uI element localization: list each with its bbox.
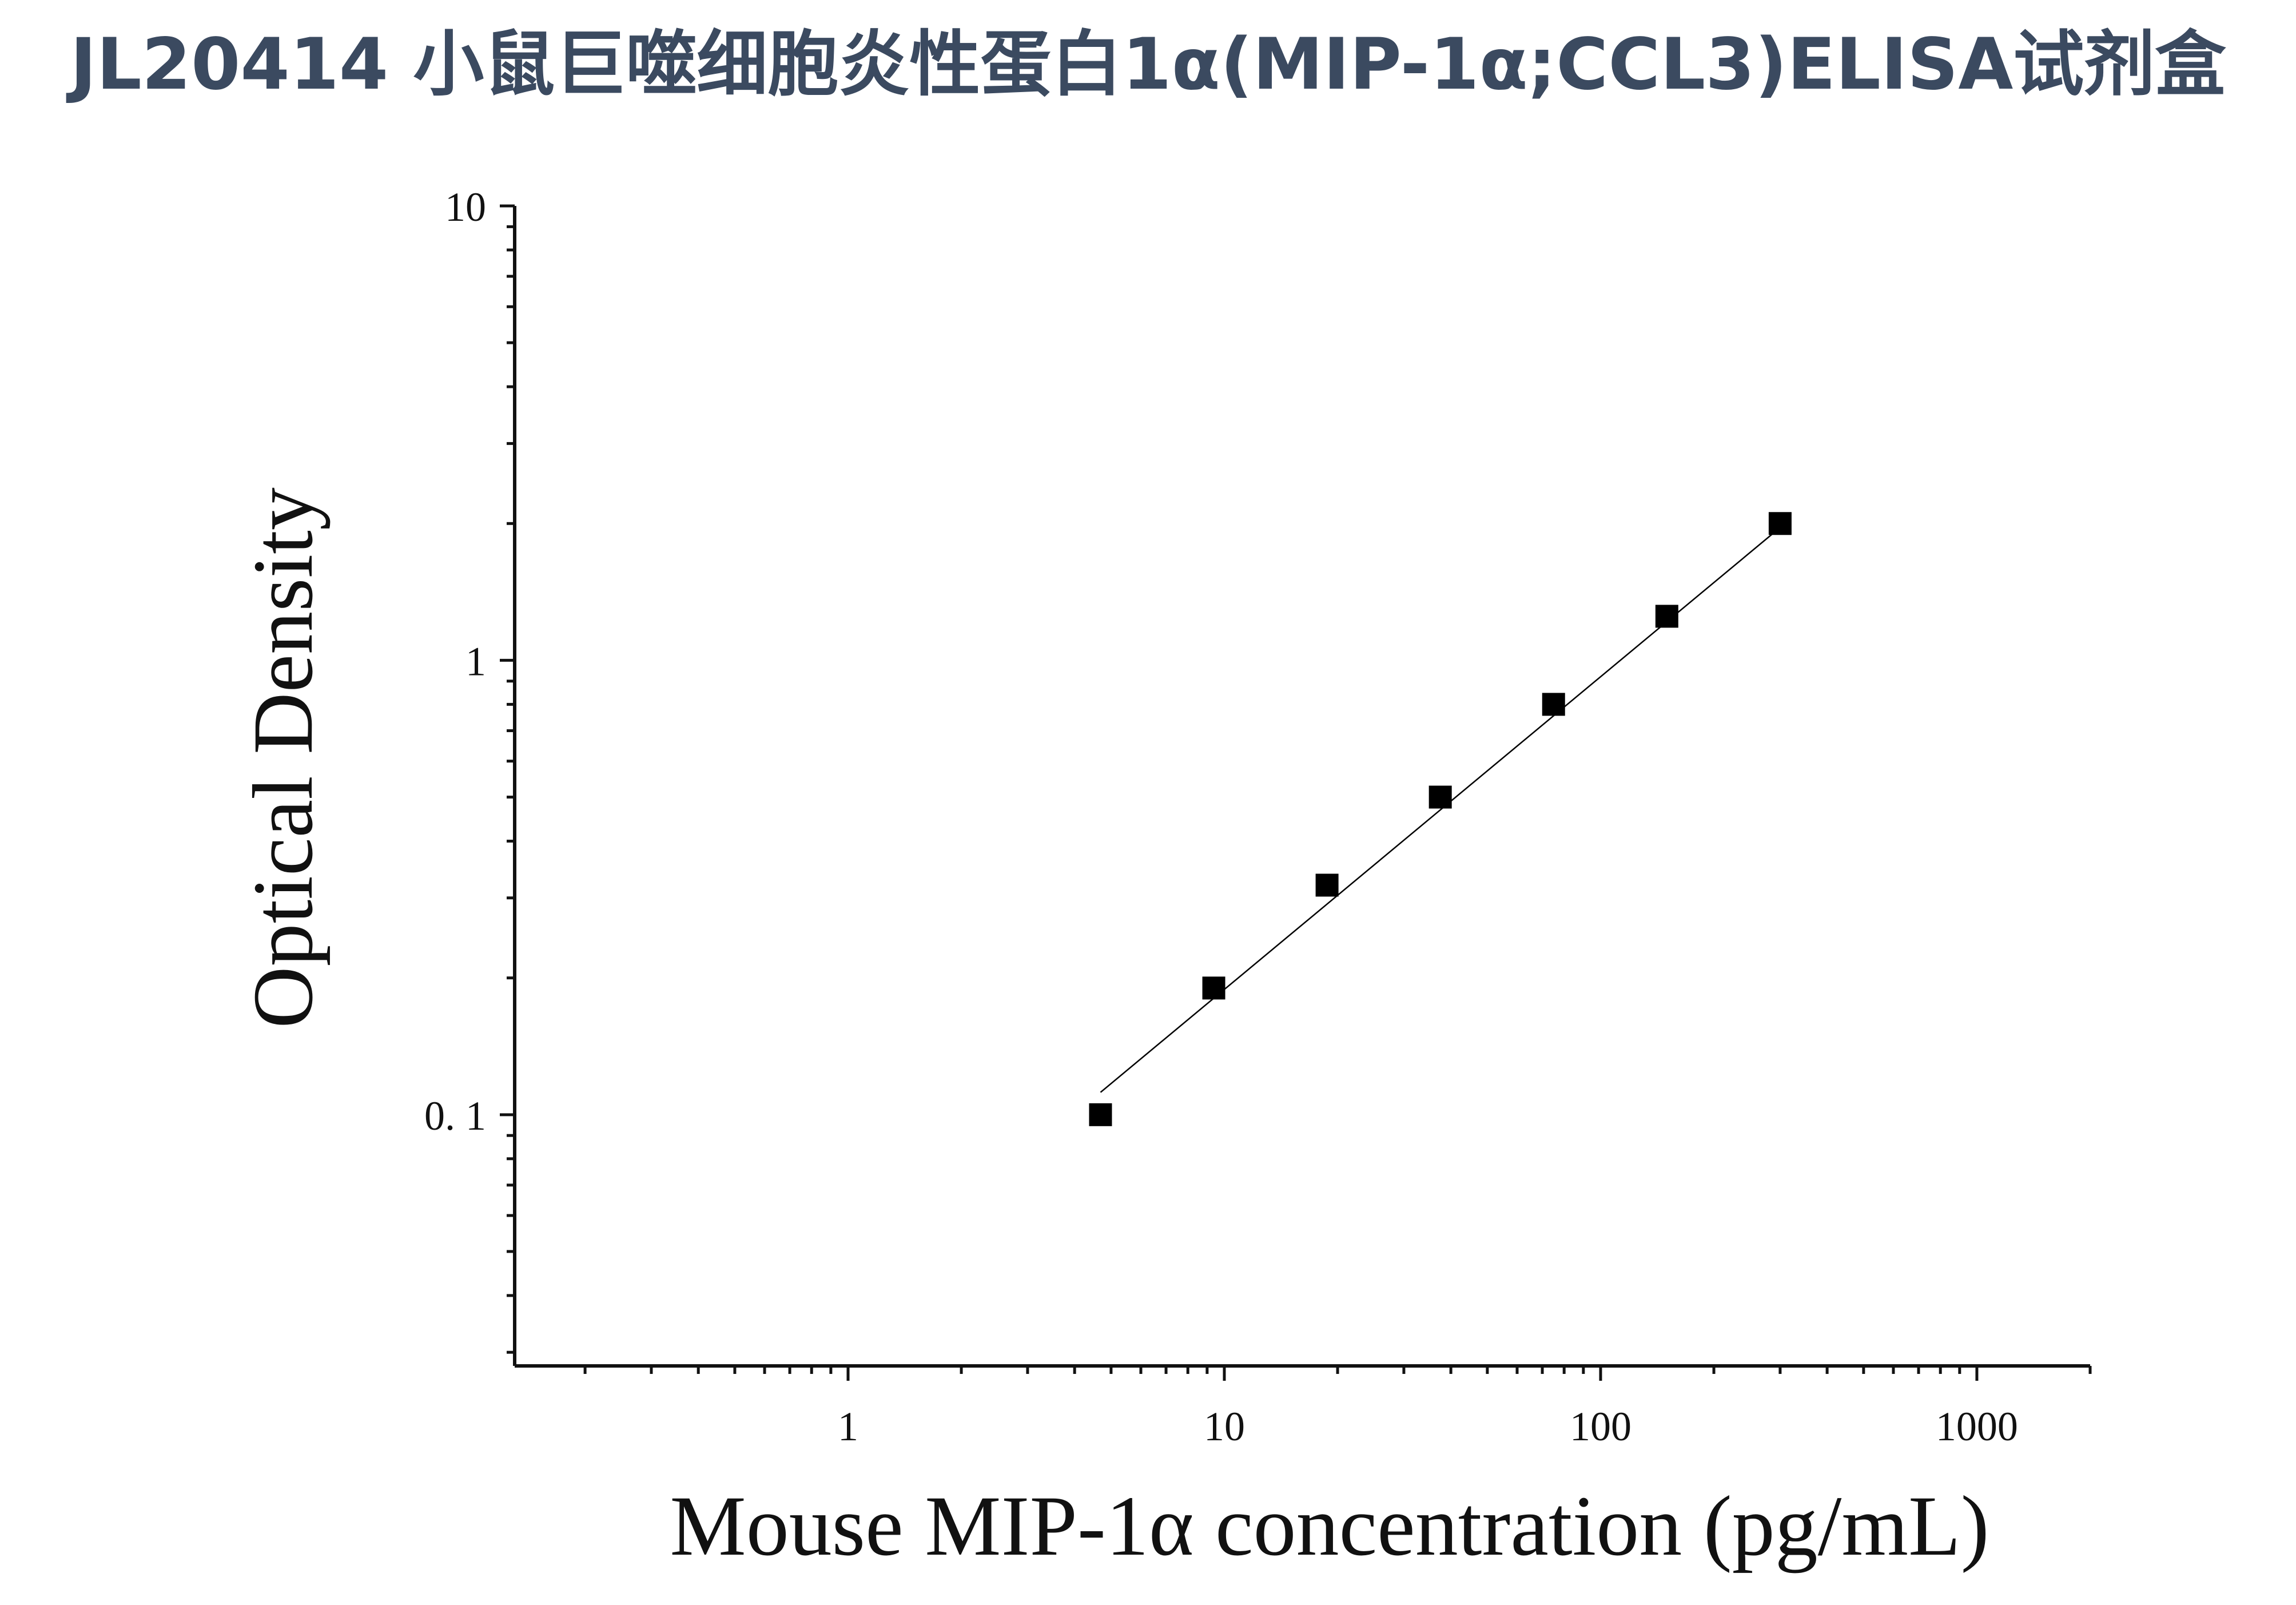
page-title: JL20414 小鼠巨噬细胞炎性蛋白1α(MIP-1α;CCL3)ELISA试剂… [70, 23, 2226, 106]
y-tick-label: 1 [465, 638, 486, 684]
y-tick-label: 10 [445, 184, 486, 230]
axes: 1 10 100 1000 0. 1 1 10 [424, 184, 2092, 1449]
x-tick-label: 10 [1204, 1404, 1245, 1449]
data-point [1202, 976, 1225, 1000]
x-tick-label: 100 [1570, 1404, 1632, 1449]
y-tick-label: 0. 1 [424, 1093, 486, 1139]
data-points [1089, 512, 1792, 1126]
x-axis-label: Mouse MIP-1α concentration (pg/mL) [670, 1479, 1989, 1574]
data-point [1542, 693, 1565, 716]
x-tick-label: 1000 [1936, 1404, 2018, 1449]
data-point [1428, 785, 1452, 809]
data-point [1655, 605, 1678, 628]
data-point [1315, 873, 1339, 897]
y-axis-label: Optical Density [236, 487, 331, 1028]
data-point [1768, 512, 1792, 535]
data-point [1089, 1103, 1112, 1126]
x-tick-label: 1 [838, 1404, 858, 1449]
